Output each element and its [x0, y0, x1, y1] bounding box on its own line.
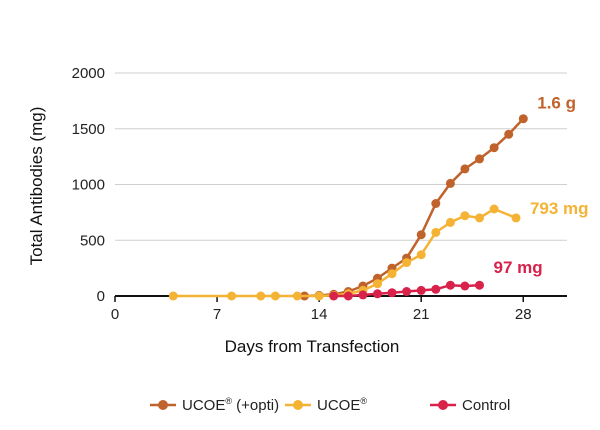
data-point: [270, 291, 280, 301]
y-tick-label: 0: [97, 288, 105, 305]
series: [168, 114, 528, 301]
data-point: [489, 143, 499, 153]
series-end-label: 1.6 g: [537, 94, 576, 113]
x-tick-label: 28: [515, 306, 532, 323]
data-point: [460, 164, 470, 174]
grid-lines: [115, 72, 567, 241]
legend-marker: [158, 400, 168, 410]
data-point: [475, 213, 484, 223]
data-point: [460, 281, 470, 291]
x-axis-title: Days from Transfection: [225, 337, 400, 356]
data-point: [373, 279, 382, 289]
x-tick-label: 21: [413, 306, 430, 323]
data-point: [489, 204, 499, 214]
data-point: [431, 284, 441, 294]
data-point: [460, 211, 470, 221]
data-point: [387, 288, 397, 298]
legend-item: UCOE® (+opti): [150, 396, 279, 414]
legend-label: UCOE®: [317, 396, 367, 414]
legend-item: UCOE®: [285, 396, 367, 414]
data-point: [416, 285, 426, 295]
legend-label: Control: [462, 397, 510, 414]
data-point: [373, 289, 382, 299]
data-point: [314, 291, 324, 301]
x-tick-label: 7: [213, 306, 221, 323]
data-point: [402, 287, 412, 296]
legend-marker: [438, 400, 448, 410]
data-point: [445, 280, 455, 290]
data-point: [475, 280, 484, 290]
series-2: [168, 204, 521, 301]
legend-item: Control: [430, 397, 510, 414]
series-line: [304, 117, 525, 298]
data-point: [416, 250, 426, 260]
data-point: [402, 258, 412, 268]
data-point: [504, 129, 514, 139]
y-tick-label: 1500: [72, 121, 105, 138]
data-point: [416, 230, 426, 240]
x-tick-label: 14: [311, 306, 328, 323]
series-3: [329, 280, 484, 301]
data-point: [329, 291, 339, 301]
y-tick-label: 500: [80, 232, 105, 249]
y-axis-title: Total Antibodies (mg): [27, 107, 46, 266]
legend: UCOE® (+opti) UCOE® Control: [150, 396, 510, 414]
data-point: [511, 213, 521, 223]
data-point: [445, 178, 455, 188]
data-point: [256, 291, 266, 301]
tick-labels: 0 500 1000 1500 2000 0 7 14 21 28: [72, 65, 532, 323]
data-point: [431, 199, 441, 208]
y-tick-label: 2000: [72, 65, 105, 82]
legend-label: UCOE® (+opti): [182, 396, 279, 414]
data-point: [387, 269, 397, 279]
end-labels: 1.6 g 793 mg 97 mg: [494, 94, 589, 277]
y-tick-label: 1000: [72, 177, 105, 194]
series-end-label: 793 mg: [530, 199, 589, 218]
data-point: [227, 291, 237, 301]
series-end-label: 97 mg: [494, 258, 543, 277]
data-point: [168, 291, 178, 301]
x-tick-label: 0: [111, 306, 119, 323]
data-point: [358, 290, 368, 300]
data-point: [343, 291, 353, 301]
data-point: [445, 217, 455, 227]
data-point: [292, 291, 302, 301]
legend-marker: [293, 400, 303, 410]
data-point: [475, 154, 484, 164]
data-point: [431, 227, 441, 237]
data-point: [518, 114, 528, 124]
